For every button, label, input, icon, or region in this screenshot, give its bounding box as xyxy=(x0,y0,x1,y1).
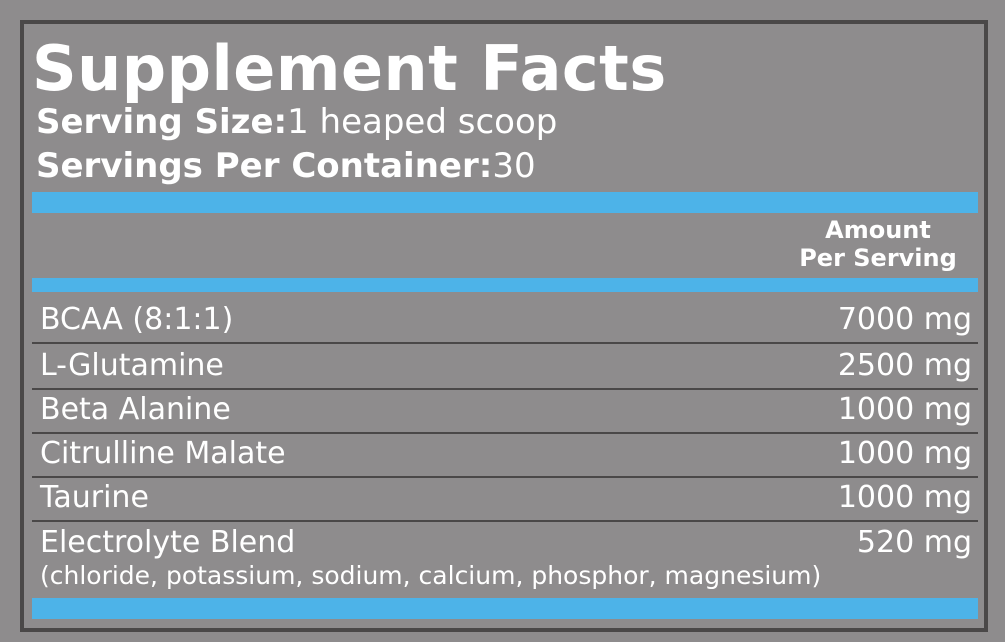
serving-size: Serving Size:1 heaped scoop xyxy=(36,102,558,142)
amount-header: Amount Per Serving xyxy=(799,216,957,272)
electrolyte-detail: (chloride, potassium, sodium, calcium, p… xyxy=(40,561,822,590)
table-row: Citrulline Malate 1000 mg xyxy=(32,432,978,478)
table-row: Beta Alanine 1000 mg xyxy=(32,388,978,434)
divider-bar xyxy=(32,192,978,213)
table-row: BCAA (8:1:1) 7000 mg xyxy=(32,298,978,344)
supplement-facts-panel: Supplement Facts Serving Size:1 heaped s… xyxy=(20,20,988,632)
servings-per-container: Servings Per Container:30 xyxy=(36,146,536,186)
table-row: L-Glutamine 2500 mg xyxy=(32,344,978,390)
panel-title: Supplement Facts xyxy=(32,32,667,105)
table-row: Taurine 1000 mg xyxy=(32,476,978,522)
table-row: Electrolyte Blend 520 mg (chloride, potass… xyxy=(40,525,972,590)
divider-bar xyxy=(32,598,978,619)
divider-bar xyxy=(32,278,978,292)
